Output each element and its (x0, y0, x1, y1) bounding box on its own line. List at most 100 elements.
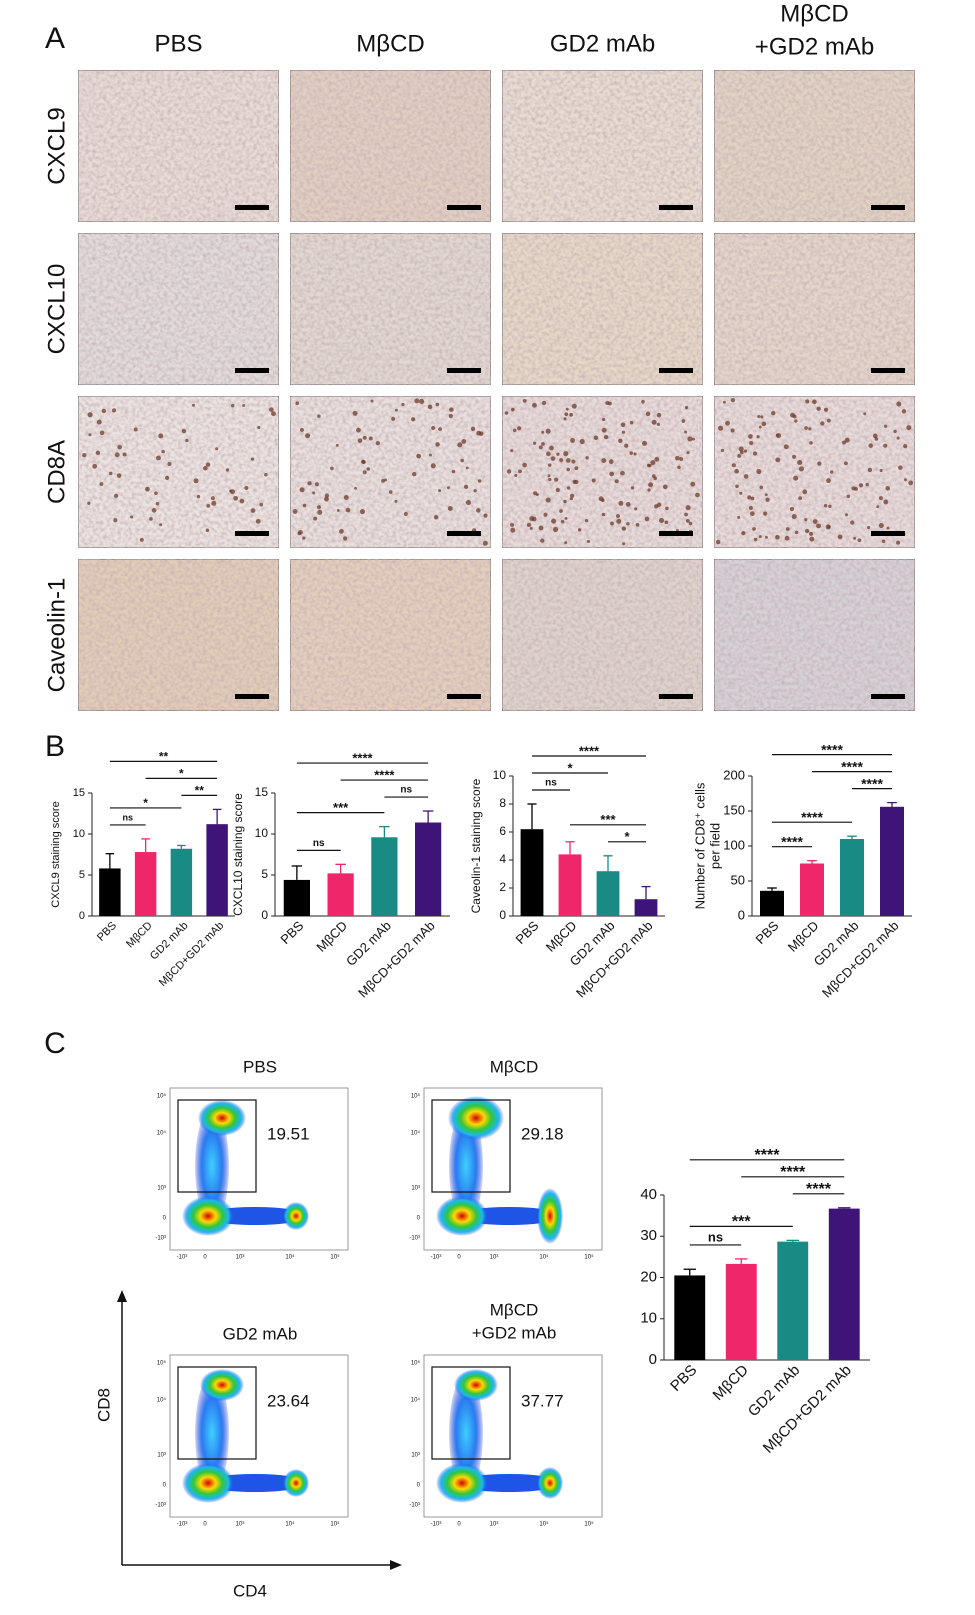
x-tick-label: -10³ (177, 1255, 188, 1261)
stained-cell (775, 534, 780, 540)
stained-cell (357, 438, 363, 443)
y-tick-label: 10³ (157, 1453, 166, 1459)
stained-cell (608, 459, 614, 465)
stained-cell (621, 526, 627, 531)
scale-bar (659, 694, 693, 699)
stained-cell (529, 516, 535, 521)
stained-cell (798, 466, 805, 472)
y-tick-label: 5 (79, 869, 85, 881)
gate-percentage: 19.51 (267, 1124, 310, 1143)
stained-cell (185, 438, 189, 443)
y-tick-label: 10 (640, 1310, 657, 1327)
x-tick-label: MβCD+GD2 mAb (819, 918, 902, 1001)
micrograph (713, 232, 916, 386)
stained-cell (549, 445, 554, 451)
micrograph (77, 395, 280, 549)
stained-cell (559, 509, 563, 513)
stained-cell (565, 407, 569, 411)
column-header: GD2 mAb (550, 30, 655, 57)
stained-cell (853, 536, 856, 540)
stained-cell (775, 433, 779, 437)
gate (431, 1099, 511, 1193)
stained-cell (734, 468, 739, 474)
density-blob (198, 1100, 246, 1136)
stained-cell (758, 425, 762, 429)
stained-cell (635, 522, 640, 527)
micrograph (713, 69, 916, 223)
stained-cell (448, 413, 453, 419)
stained-cell (566, 486, 571, 490)
stained-cell (739, 491, 743, 495)
stained-cell (317, 414, 321, 418)
stained-cell (563, 417, 567, 421)
stained-cell (687, 436, 693, 442)
stained-cell (343, 536, 348, 541)
column-header: MβCD (356, 30, 424, 57)
stained-cell (688, 521, 693, 526)
stained-cell (336, 509, 340, 512)
stained-cell (646, 463, 651, 468)
stained-cell (510, 522, 515, 527)
density-blob (182, 1463, 234, 1503)
tissue-image (289, 69, 492, 223)
stained-cell (149, 517, 153, 521)
density-column (195, 1108, 229, 1224)
x-tick-label: 10⁵ (330, 1521, 340, 1528)
stained-cell (621, 430, 626, 434)
bar (558, 854, 582, 916)
stained-cell (804, 426, 808, 430)
stained-cell (679, 456, 684, 462)
stained-cell (571, 403, 577, 409)
stained-cell (664, 520, 669, 525)
column-header: +GD2 mAb (755, 33, 874, 60)
tissue-image (713, 69, 916, 223)
bar (725, 1263, 757, 1360)
stained-cell (881, 539, 886, 544)
stained-cell (114, 452, 120, 458)
y-tick-label: 10⁵ (411, 1360, 421, 1367)
stained-cell (563, 499, 567, 504)
stained-cell (96, 419, 102, 425)
x-tick-label: -10³ (177, 1522, 188, 1528)
stained-cell (614, 479, 619, 484)
y-axis-label: Caveolin-1 staining score (469, 778, 483, 913)
gate-percentage: 23.64 (267, 1391, 310, 1410)
y-tick-label: 2 (499, 880, 506, 894)
x-tick-label: 10³ (490, 1522, 499, 1528)
stained-cell (775, 457, 781, 463)
stained-cell (616, 514, 620, 518)
stained-cell (295, 401, 300, 406)
x-tick-label: 10³ (236, 1522, 245, 1528)
x-tick-label: MβCD (124, 920, 155, 951)
stained-cell (605, 400, 610, 406)
stained-cell (851, 486, 856, 491)
column-header: PBS (154, 30, 202, 57)
stained-cell (718, 425, 724, 431)
y-tick-label: 20 (640, 1268, 657, 1285)
stained-cell (844, 513, 848, 517)
stained-cell (681, 419, 686, 423)
stained-cell (345, 507, 351, 513)
stained-cell (686, 451, 690, 455)
stained-cell (629, 451, 634, 455)
stained-cell (552, 526, 559, 532)
density-blob (436, 1463, 488, 1503)
tissue-image (77, 558, 280, 712)
micrograph (713, 558, 916, 712)
stained-cell (884, 424, 888, 428)
stained-cell (662, 484, 668, 490)
stained-cell (564, 412, 569, 417)
plot-title: MβCD (490, 1300, 539, 1319)
stained-cell (370, 399, 374, 403)
stained-cell (748, 505, 753, 510)
density-column (195, 1375, 229, 1491)
row-label: CD8A (43, 440, 70, 504)
stained-cell (116, 473, 122, 478)
stained-cell (206, 504, 211, 508)
stained-cell (644, 516, 650, 522)
y-tick-label: 0 (79, 910, 85, 922)
stained-cell (570, 438, 575, 443)
stained-cell (250, 457, 255, 461)
stained-cell (715, 539, 721, 545)
stained-cell (250, 508, 256, 513)
